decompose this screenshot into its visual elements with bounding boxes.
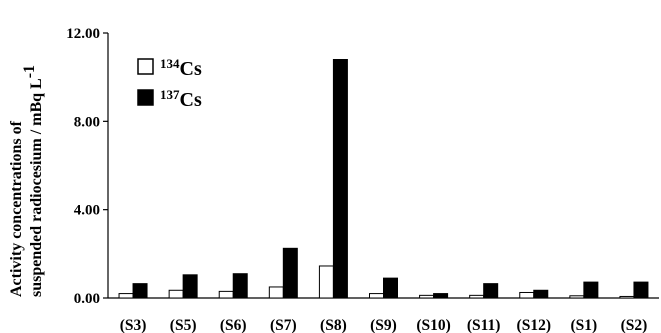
y-axis-label-line2-text: suspended radiocesium / mBq L xyxy=(28,78,45,297)
legend-element-symbol: Cs xyxy=(180,89,202,111)
x-category-label: (S7) xyxy=(270,317,297,333)
y-tick-label: 4.00 xyxy=(74,203,100,219)
bar-134Cs-S11 xyxy=(469,294,485,299)
legend-swatch-134Cs xyxy=(137,58,154,75)
y-axis-label-line1: Activity concentrations of xyxy=(8,120,25,297)
bar-137Cs-S6 xyxy=(232,273,248,299)
y-tick-label: 12.00 xyxy=(66,26,100,42)
x-category-label: (S10) xyxy=(416,317,450,333)
y-axis-label-superscript: -1 xyxy=(21,65,38,78)
y-axis-label-line2: suspended radiocesium / mBq L-1 xyxy=(21,65,45,297)
x-category-label: (S12) xyxy=(517,317,551,333)
y-axis-label: Activity concentrations of suspended rad… xyxy=(8,65,45,297)
bar-134Cs-S8 xyxy=(318,265,334,299)
bar-137Cs-S8 xyxy=(332,59,348,299)
x-category-label: (S8) xyxy=(320,317,347,333)
bar-137Cs-S5 xyxy=(182,274,198,299)
bars xyxy=(118,59,649,299)
x-category-label: (S11) xyxy=(467,317,501,333)
y-tick-label: 0.00 xyxy=(74,291,100,307)
bar-134Cs-S6 xyxy=(218,290,234,299)
bar-137Cs-S9 xyxy=(383,277,398,299)
legend-swatch-137Cs xyxy=(137,89,154,106)
y-axis-ticks: 0.00 4.00 8.00 12.00 xyxy=(66,26,108,307)
legend-mass-number: 137 xyxy=(160,87,180,102)
x-category-label: (S2) xyxy=(621,317,648,333)
bar-137Cs-S12 xyxy=(533,289,549,299)
x-category-label: (S3) xyxy=(120,317,147,333)
x-axis-categories: (S3) (S5) (S6) (S7) (S8) (S9) (S10) (S11) (S12) (… xyxy=(120,317,648,333)
bar-137Cs-S7 xyxy=(282,247,298,299)
bar-137Cs-S1 xyxy=(583,281,599,299)
bar-134Cs-S9 xyxy=(369,293,384,299)
bar-134Cs-S1 xyxy=(569,295,585,299)
bar-134Cs-S7 xyxy=(268,286,284,299)
legend-label-134Cs: 134Cs xyxy=(160,56,202,80)
x-category-label: (S6) xyxy=(220,317,247,333)
bar-134Cs-S12 xyxy=(519,291,535,299)
y-tick-label: 8.00 xyxy=(74,114,100,130)
x-category-label: (S1) xyxy=(571,317,598,333)
bar-134Cs-S5 xyxy=(168,289,184,299)
x-category-label: (S9) xyxy=(370,317,397,333)
bar-137Cs-S10 xyxy=(433,293,449,299)
legend-label-137Cs: 137Cs xyxy=(160,87,202,111)
bar-134Cs-S10 xyxy=(419,294,435,299)
bar-137Cs-S2 xyxy=(633,281,649,299)
bar-137Cs-S3 xyxy=(132,283,148,299)
x-category-label: (S5) xyxy=(170,317,197,333)
legend-mass-number: 134 xyxy=(160,56,180,71)
bar-134Cs-S3 xyxy=(118,293,134,299)
legend-element-symbol: Cs xyxy=(180,58,202,80)
bar-137Cs-S11 xyxy=(483,283,499,299)
bar-134Cs-S2 xyxy=(619,295,635,299)
